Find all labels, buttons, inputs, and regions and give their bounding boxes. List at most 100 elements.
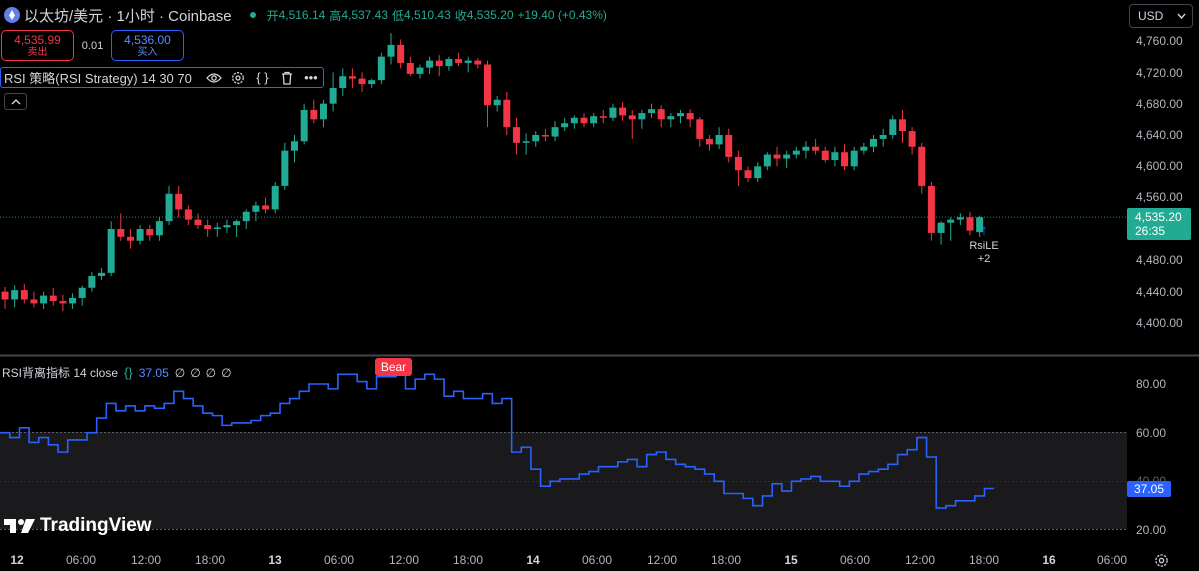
- candle-body: [291, 141, 298, 151]
- trade-panel: 4,535.99 卖出 0.01 4,536.00 买入: [1, 30, 184, 61]
- candle-body: [628, 115, 636, 120]
- candle-body: [812, 146, 820, 151]
- sell-price: 4,535.99: [14, 32, 61, 47]
- candle-body: [879, 135, 887, 139]
- candle-body: [358, 78, 366, 85]
- strategy-legend[interactable]: RSI 策略(RSI Strategy) 14 30 70 { } •••: [0, 67, 324, 88]
- buy-button[interactable]: 4,536.00 买入: [111, 30, 184, 61]
- gear-icon[interactable]: [226, 68, 250, 87]
- candle-body: [20, 290, 28, 300]
- candle-body: [686, 113, 694, 120]
- time-tick: 12:00: [130, 553, 162, 567]
- time-tick: 06:00: [65, 553, 97, 567]
- sell-button[interactable]: 4,535.99 卖出: [1, 30, 74, 61]
- time-tick: 13: [268, 553, 282, 567]
- na-value: ∅: [190, 365, 201, 380]
- time-tick: 18:00: [452, 553, 484, 567]
- last-price-value: 4,535.20: [1135, 210, 1182, 224]
- ethereum-icon[interactable]: [4, 7, 20, 23]
- candle-body: [512, 127, 520, 143]
- braces-icon[interactable]: { }: [256, 70, 269, 85]
- candle-body: [947, 219, 955, 223]
- more-icon[interactable]: •••: [304, 70, 318, 85]
- open-label: 开: [266, 8, 279, 23]
- market-status-dot[interactable]: [249, 12, 256, 18]
- signal-label: RsiLE: [969, 240, 999, 252]
- candle-body: [976, 217, 984, 233]
- candle-body: [233, 221, 241, 226]
- candle-body: [348, 76, 356, 79]
- collapse-legend-button[interactable]: [4, 93, 27, 110]
- candle-body: [204, 225, 212, 229]
- candle-body: [310, 109, 318, 120]
- candle-body: [609, 107, 617, 118]
- candle-body: [484, 64, 491, 106]
- rsi-last-value-tag: 37.05: [1127, 481, 1171, 497]
- candle-body: [117, 229, 125, 237]
- rsi-indicator-name[interactable]: RSI背离指标 14 close: [2, 366, 119, 380]
- last-price-tag: 4,535.20 26:35: [1127, 208, 1191, 240]
- rsi-tick: 20.00: [1136, 523, 1167, 537]
- candle-body: [126, 236, 134, 241]
- trash-icon[interactable]: [275, 68, 299, 87]
- arrow-up-icon: ↑: [980, 222, 988, 239]
- time-tick: 18:00: [968, 553, 1000, 567]
- candle-body: [155, 221, 163, 236]
- price-tick: 4,600.00: [1136, 159, 1183, 173]
- tradingview-logo[interactable]: TradingView: [4, 515, 152, 537]
- candle-body: [734, 156, 742, 171]
- bear-divergence-label: Bear: [375, 358, 412, 376]
- candle-body: [705, 138, 713, 145]
- change-value: +19.40 (+0.43%): [517, 8, 607, 22]
- time-tick: 15: [784, 553, 798, 567]
- price-pane[interactable]: [0, 0, 1127, 355]
- rsi-line: [0, 368, 995, 509]
- symbol-title[interactable]: 以太坊/美元 · 1小时 · Coinbase: [24, 7, 232, 25]
- candle-body: [1, 291, 9, 300]
- strategy-name[interactable]: RSI 策略(RSI Strategy) 14 30 70: [4, 71, 192, 86]
- candle-body: [551, 127, 559, 137]
- candle-body: [69, 297, 77, 304]
- candle-body: [918, 146, 926, 186]
- candle-body: [339, 76, 347, 88]
- low-value: 4,510.43: [404, 8, 451, 22]
- candle-body: [493, 99, 501, 106]
- candle-body: [49, 295, 57, 302]
- candle-body: [541, 135, 549, 137]
- candle-body: [715, 135, 723, 145]
- candle-body: [252, 205, 260, 212]
- candle-body: [802, 146, 810, 151]
- rsi-legend[interactable]: RSI背离指标 14 close {} 37.05 ∅ ∅ ∅ ∅: [2, 364, 237, 381]
- chevron-up-icon: [11, 98, 20, 104]
- candle-body: [262, 205, 270, 210]
- gear-icon[interactable]: [1153, 552, 1169, 568]
- candle-body: [194, 219, 202, 226]
- candle-body: [136, 229, 144, 241]
- eye-icon[interactable]: [202, 68, 226, 87]
- time-tick: 16: [1042, 553, 1056, 567]
- candle-body: [783, 154, 791, 159]
- braces-icon[interactable]: {}: [124, 365, 133, 380]
- time-tick: 18:00: [710, 553, 742, 567]
- high-label: 高: [329, 8, 342, 23]
- candle-body: [503, 99, 511, 128]
- candle-body: [831, 152, 839, 161]
- candle-body: [821, 150, 829, 161]
- candle-body: [368, 80, 376, 85]
- currency-selector[interactable]: USD: [1129, 4, 1193, 28]
- candle-body: [175, 193, 183, 210]
- candle-body: [561, 123, 569, 128]
- candle-body: [696, 119, 704, 139]
- candle-body: [88, 276, 96, 288]
- time-tick: 06:00: [839, 553, 871, 567]
- candle-body: [619, 107, 627, 116]
- price-tick: 4,680.00: [1136, 97, 1183, 111]
- candle-body: [580, 117, 588, 124]
- candle-body: [966, 217, 974, 231]
- candle-body: [455, 59, 463, 63]
- candle-body: [898, 119, 906, 132]
- logo-text: TradingView: [40, 515, 152, 536]
- candle-body: [40, 295, 48, 304]
- price-tick: 4,440.00: [1136, 285, 1183, 299]
